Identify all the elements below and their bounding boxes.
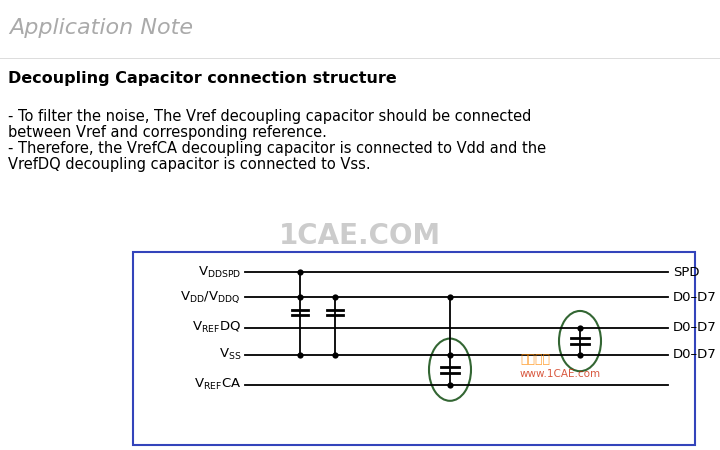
Text: www.1CAE.com: www.1CAE.com: [520, 369, 601, 379]
Text: $\mathrm{V_{DDSPD}}$: $\mathrm{V_{DDSPD}}$: [197, 265, 241, 280]
Text: Application Note: Application Note: [9, 18, 194, 38]
Text: D0–D7: D0–D7: [673, 348, 716, 361]
Text: 1CAE.COM: 1CAE.COM: [279, 222, 441, 250]
Text: SPD: SPD: [673, 266, 700, 279]
Text: $\mathrm{V_{REF}DQ}$: $\mathrm{V_{REF}DQ}$: [192, 320, 241, 335]
Text: VrefDQ decoupling capacitor is connected to Vss.: VrefDQ decoupling capacitor is connected…: [8, 157, 371, 172]
Bar: [133, 252, 695, 445]
Text: Decoupling Capacitor connection structure: Decoupling Capacitor connection structur…: [8, 71, 397, 86]
Text: 仿真在线: 仿真在线: [520, 353, 550, 366]
Text: $\mathrm{V_{SS}}$: $\mathrm{V_{SS}}$: [219, 347, 241, 362]
Text: $\mathrm{V_{DD}/V_{DDQ}}$: $\mathrm{V_{DD}/V_{DDQ}}$: [181, 289, 241, 305]
Text: - To filter the noise, The Vref decoupling capacitor should be connected: - To filter the noise, The Vref decoupli…: [8, 109, 531, 124]
Text: $\mathrm{V_{REF}CA}$: $\mathrm{V_{REF}CA}$: [194, 377, 241, 392]
Text: D0–D7: D0–D7: [673, 321, 716, 334]
Text: between Vref and corresponding reference.: between Vref and corresponding reference…: [8, 125, 327, 140]
Text: - Therefore, the VrefCA decoupling capacitor is connected to Vdd and the: - Therefore, the VrefCA decoupling capac…: [8, 141, 546, 156]
Text: D0–D7: D0–D7: [673, 291, 716, 304]
